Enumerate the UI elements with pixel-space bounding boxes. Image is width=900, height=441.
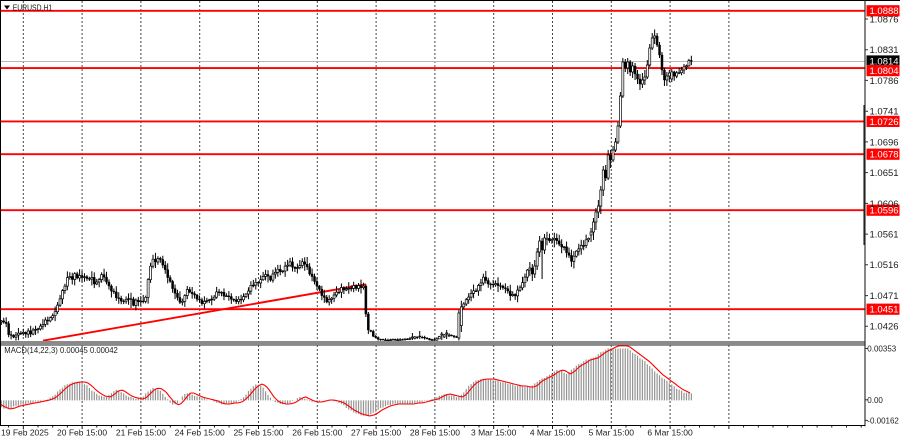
svg-text:24 Feb 15:00: 24 Feb 15:00 (175, 428, 225, 438)
svg-text:19 Feb 2025: 19 Feb 2025 (1, 428, 49, 438)
svg-text:1.0814: 1.0814 (870, 56, 899, 67)
svg-text:1.0786: 1.0786 (870, 76, 899, 87)
svg-text:21 Feb 15:00: 21 Feb 15:00 (116, 428, 166, 438)
svg-text:25 Feb 15:00: 25 Feb 15:00 (233, 428, 283, 438)
svg-text:28 Feb 15:00: 28 Feb 15:00 (410, 428, 460, 438)
svg-text:MACD(14,22,3) 0.00045 0.00042: MACD(14,22,3) 0.00045 0.00042 (4, 346, 118, 355)
svg-text:1.0471: 1.0471 (870, 291, 899, 302)
svg-text:26 Feb 15:00: 26 Feb 15:00 (292, 428, 342, 438)
svg-text:1.0426: 1.0426 (870, 322, 899, 333)
svg-text:1.0804: 1.0804 (870, 66, 899, 77)
svg-text:1.0831: 1.0831 (870, 45, 899, 56)
svg-text:1.0451: 1.0451 (870, 305, 899, 316)
svg-text:1.0741: 1.0741 (870, 107, 899, 118)
svg-text:6 Mar 15:00: 6 Mar 15:00 (647, 428, 693, 438)
svg-text:EURUSD,H1: EURUSD,H1 (13, 2, 53, 12)
svg-text:-0.00162: -0.00162 (867, 417, 899, 426)
svg-text:1.0888: 1.0888 (870, 6, 899, 17)
svg-text:1.0651: 1.0651 (870, 168, 899, 179)
svg-text:1.0678: 1.0678 (870, 150, 899, 161)
svg-text:0.00353: 0.00353 (867, 345, 896, 354)
svg-text:1.0596: 1.0596 (870, 206, 899, 217)
svg-text:5 Mar 15:00: 5 Mar 15:00 (589, 428, 635, 438)
svg-text:1.0876: 1.0876 (870, 14, 899, 25)
svg-text:0.00: 0.00 (867, 396, 883, 405)
svg-text:3 Mar 15:00: 3 Mar 15:00 (471, 428, 517, 438)
svg-text:1.0561: 1.0561 (870, 230, 899, 241)
svg-text:1.0696: 1.0696 (870, 137, 899, 148)
svg-text:1.0606: 1.0606 (870, 199, 899, 210)
svg-text:27 Feb 15:00: 27 Feb 15:00 (351, 428, 401, 438)
svg-text:1.0516: 1.0516 (870, 260, 899, 271)
svg-text:20 Feb 15:00: 20 Feb 15:00 (57, 428, 107, 438)
svg-text:4 Mar 15:00: 4 Mar 15:00 (530, 428, 576, 438)
svg-text:1.0726: 1.0726 (870, 117, 899, 128)
